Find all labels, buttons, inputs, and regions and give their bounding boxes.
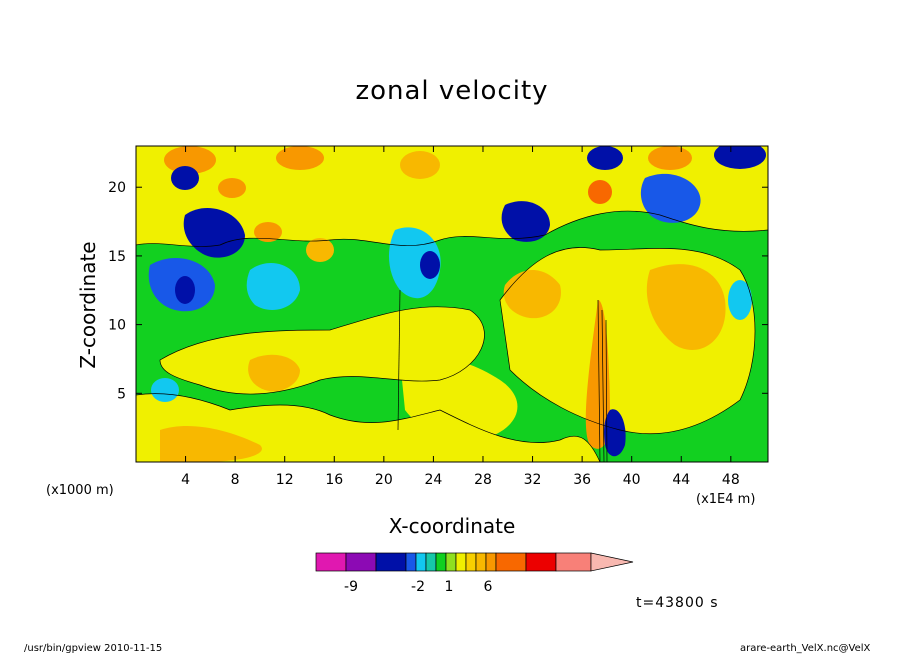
x-tick-label: 12 bbox=[276, 472, 294, 488]
y-tick-label: 10 bbox=[108, 318, 126, 334]
field-region-cyan-center bbox=[246, 262, 300, 310]
x-tick-label: 16 bbox=[325, 472, 343, 488]
field-region-left-orange bbox=[248, 354, 300, 392]
field-region-mid-yellow-center bbox=[400, 356, 518, 441]
x-axis-label: X-coordinate bbox=[388, 514, 516, 538]
colorbar-segment bbox=[485, 552, 497, 572]
x-tick-label: 40 bbox=[623, 472, 641, 488]
field-region-blue-left-upper bbox=[183, 207, 245, 258]
heatmap-field bbox=[136, 146, 768, 462]
field-region-cyan-right bbox=[728, 280, 752, 320]
field-region-blue-top-left bbox=[171, 166, 199, 190]
x-tick-label: 20 bbox=[375, 472, 393, 488]
colorbar-segment bbox=[475, 552, 487, 572]
y-axis: 5 10 15 20 bbox=[108, 180, 768, 402]
field-region-orange-7 bbox=[218, 178, 246, 198]
colorbar-segment bbox=[495, 552, 527, 572]
colorbar-segment bbox=[435, 552, 447, 572]
field-region-top-orange-1 bbox=[164, 146, 216, 174]
colorbar-segment bbox=[375, 552, 407, 572]
y-tick-label: 20 bbox=[108, 180, 126, 196]
colorbar-segment bbox=[525, 552, 557, 572]
x-tick-label: 8 bbox=[231, 472, 240, 488]
x-unit-label: (x1000 m) bbox=[46, 483, 114, 498]
field-region-bottom-orange bbox=[160, 425, 262, 462]
field-region-blue-left-lower bbox=[175, 276, 195, 304]
colorbar-tick-label: -2 bbox=[411, 579, 425, 595]
field-region-top-orange-3 bbox=[400, 151, 440, 179]
colorbar-tick-label: -9 bbox=[344, 579, 358, 595]
colorbar-segment bbox=[555, 552, 592, 572]
colorbar-segment bbox=[415, 552, 427, 572]
field-region-top-red bbox=[588, 180, 612, 204]
y-tick-label: 5 bbox=[117, 386, 126, 402]
field-region-blue-right-2 bbox=[640, 173, 701, 223]
colorbar-arrow bbox=[590, 552, 634, 572]
field-region-blue-right-3 bbox=[714, 146, 766, 169]
field-region-center-orange bbox=[503, 270, 561, 319]
colorbar-segment bbox=[315, 552, 347, 572]
field-region-orange-5 bbox=[254, 222, 282, 242]
x-scale-label: (x1E4 m) bbox=[696, 492, 756, 507]
y-tick-label: 15 bbox=[108, 249, 126, 265]
colorbar-segment bbox=[465, 552, 477, 572]
x-tick-label: 32 bbox=[524, 472, 542, 488]
x-tick-label: 44 bbox=[672, 472, 690, 488]
x-tick-label: 36 bbox=[573, 472, 591, 488]
x-tick-label: 4 bbox=[181, 472, 190, 488]
field-region-blue-right-4 bbox=[587, 146, 623, 170]
colorbar-segment bbox=[445, 552, 457, 572]
field-region-blue-right-1 bbox=[501, 201, 550, 242]
field-region-blue-mid bbox=[420, 251, 440, 279]
plot-frame bbox=[135, 145, 769, 463]
x-axis: 4 8 12 16 20 24 28 32 36 40 44 48 bbox=[181, 146, 740, 488]
time-label: t=43800 s bbox=[636, 595, 719, 611]
chart-title: zonal velocity bbox=[355, 76, 549, 106]
x-tick-label: 28 bbox=[474, 472, 492, 488]
x-tick-label: 24 bbox=[424, 472, 442, 488]
field-region-top-yellow bbox=[136, 146, 768, 247]
x-tick-label: 48 bbox=[722, 472, 740, 488]
colorbar-segment bbox=[345, 552, 377, 572]
field-region-jet-orange bbox=[585, 300, 610, 449]
field-region-top-orange-4 bbox=[648, 146, 692, 170]
colorbar-segment bbox=[455, 552, 467, 572]
right-stamp: arare-earth_VelX.nc@VelX bbox=[740, 643, 871, 654]
field-region-jet-blue bbox=[604, 409, 626, 457]
field-region-cyan-mid bbox=[388, 227, 441, 299]
colorbar-tick-label: 1 bbox=[445, 579, 454, 595]
field-region-right-orange bbox=[646, 264, 726, 350]
y-axis-label: Z-coordinate bbox=[76, 241, 100, 369]
colorbar-segment bbox=[405, 552, 417, 572]
field-region-top-orange-2 bbox=[276, 146, 324, 170]
contour-lines bbox=[136, 210, 768, 462]
field-region-orange-6 bbox=[306, 238, 334, 262]
colorbar-tick-label: 6 bbox=[484, 579, 493, 595]
colorbar-segment bbox=[425, 552, 437, 572]
colorbar: -9 -2 1 6 bbox=[315, 552, 634, 595]
field-region-cyan-left-2 bbox=[151, 378, 179, 402]
left-stamp: /usr/bin/gpview 2010-11-15 bbox=[24, 643, 163, 654]
